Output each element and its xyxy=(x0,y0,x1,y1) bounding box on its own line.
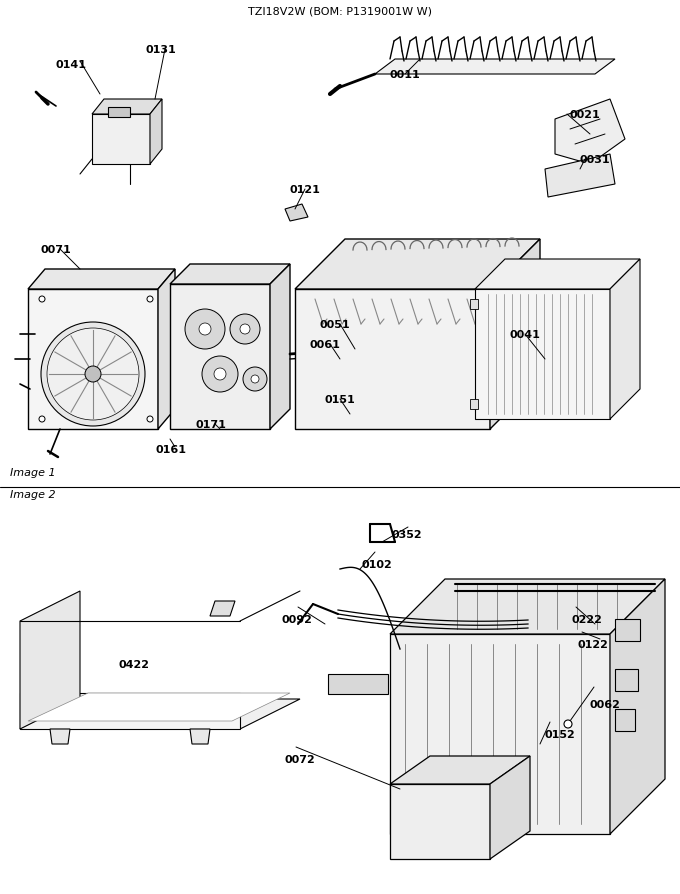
Polygon shape xyxy=(28,270,175,290)
Text: Image 2: Image 2 xyxy=(10,489,56,500)
Polygon shape xyxy=(475,260,640,290)
Polygon shape xyxy=(610,579,665,834)
Polygon shape xyxy=(270,265,290,429)
Circle shape xyxy=(85,367,101,383)
Text: 0152: 0152 xyxy=(545,730,576,739)
Circle shape xyxy=(147,297,153,303)
Circle shape xyxy=(240,325,250,334)
Text: 0222: 0222 xyxy=(572,614,603,624)
Polygon shape xyxy=(295,290,490,429)
Text: TZI18V2W (BOM: P1319001W W): TZI18V2W (BOM: P1319001W W) xyxy=(248,6,432,16)
Polygon shape xyxy=(390,634,610,834)
Circle shape xyxy=(251,375,259,384)
Polygon shape xyxy=(610,260,640,419)
Polygon shape xyxy=(20,699,300,730)
Text: 0422: 0422 xyxy=(118,659,149,670)
Polygon shape xyxy=(28,290,158,429)
Bar xyxy=(108,108,130,118)
Text: 0092: 0092 xyxy=(282,614,313,624)
Circle shape xyxy=(185,309,225,350)
Text: 0062: 0062 xyxy=(590,699,621,709)
Polygon shape xyxy=(92,100,162,114)
Text: 0161: 0161 xyxy=(155,444,186,454)
Text: 0021: 0021 xyxy=(570,110,600,120)
Circle shape xyxy=(39,297,45,303)
Text: 0121: 0121 xyxy=(290,185,321,195)
Text: 0171: 0171 xyxy=(195,419,226,429)
Polygon shape xyxy=(545,155,615,198)
Polygon shape xyxy=(475,290,610,419)
Circle shape xyxy=(564,721,572,729)
Polygon shape xyxy=(615,620,640,641)
Circle shape xyxy=(39,417,45,423)
Polygon shape xyxy=(20,693,240,730)
Circle shape xyxy=(243,367,267,392)
Polygon shape xyxy=(20,591,80,730)
Polygon shape xyxy=(28,693,290,721)
Polygon shape xyxy=(328,674,388,695)
Polygon shape xyxy=(615,670,638,691)
Circle shape xyxy=(47,329,139,420)
Text: 0151: 0151 xyxy=(325,394,356,405)
Polygon shape xyxy=(490,240,540,429)
Text: 0011: 0011 xyxy=(390,70,421,80)
Polygon shape xyxy=(390,784,490,859)
Circle shape xyxy=(214,368,226,381)
Polygon shape xyxy=(390,756,530,784)
Polygon shape xyxy=(295,240,540,290)
Circle shape xyxy=(147,417,153,423)
Polygon shape xyxy=(190,730,210,744)
Text: 0031: 0031 xyxy=(580,155,611,164)
Polygon shape xyxy=(390,579,665,634)
Polygon shape xyxy=(490,756,530,859)
Polygon shape xyxy=(170,265,290,284)
Polygon shape xyxy=(150,100,162,164)
Polygon shape xyxy=(285,205,308,222)
Text: 0051: 0051 xyxy=(320,320,351,330)
Circle shape xyxy=(202,357,238,392)
Polygon shape xyxy=(615,709,635,731)
Polygon shape xyxy=(375,60,615,75)
Circle shape xyxy=(199,324,211,335)
Text: 0071: 0071 xyxy=(40,245,71,255)
Polygon shape xyxy=(50,730,70,744)
Text: 0041: 0041 xyxy=(510,330,541,340)
Text: 0141: 0141 xyxy=(55,60,86,70)
Circle shape xyxy=(230,315,260,344)
Text: 0072: 0072 xyxy=(285,755,316,764)
Polygon shape xyxy=(92,114,150,164)
Bar xyxy=(470,299,478,309)
Bar xyxy=(470,400,478,409)
Text: 0352: 0352 xyxy=(392,529,423,539)
Text: 0102: 0102 xyxy=(362,560,393,569)
Polygon shape xyxy=(170,284,270,429)
Text: Image 1: Image 1 xyxy=(10,468,56,477)
Polygon shape xyxy=(158,270,175,429)
Text: 0061: 0061 xyxy=(310,340,341,350)
Polygon shape xyxy=(555,100,625,164)
Text: 0122: 0122 xyxy=(578,639,609,649)
Polygon shape xyxy=(210,602,235,616)
Circle shape xyxy=(41,323,145,426)
Text: 0131: 0131 xyxy=(145,45,175,55)
